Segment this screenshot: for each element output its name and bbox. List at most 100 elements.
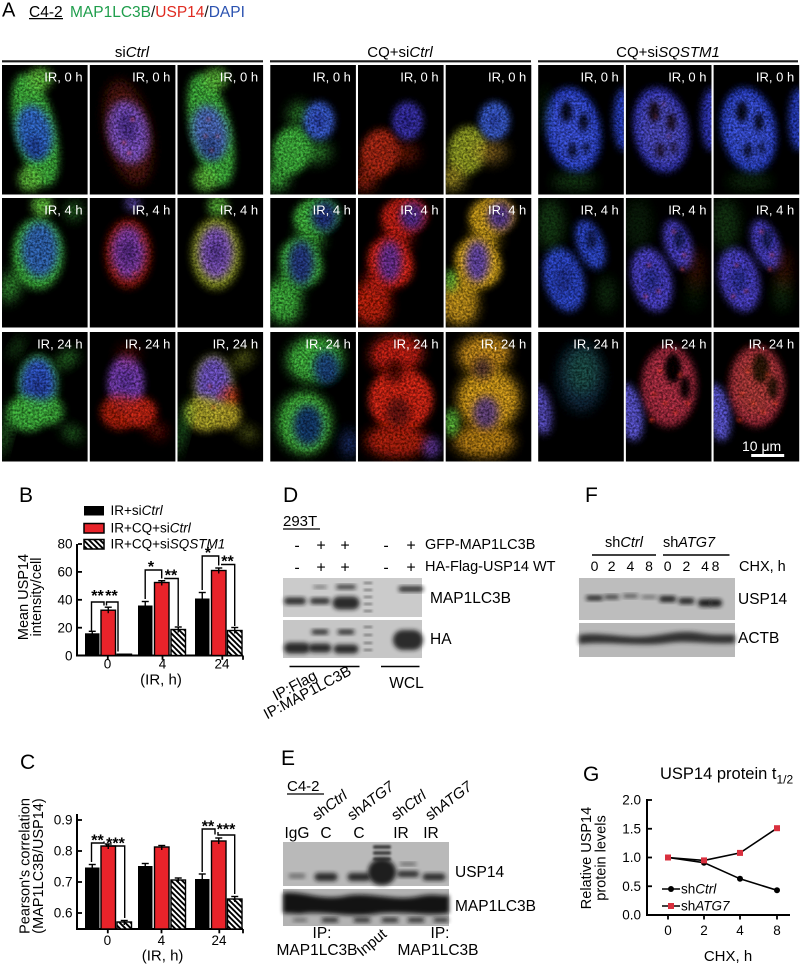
svg-text:GFP-MAP1LC3B: GFP-MAP1LC3B — [425, 537, 535, 553]
svg-text:0.8: 0.8 — [54, 844, 73, 859]
svg-text:IR, 4 h: IR, 4 h — [400, 203, 438, 218]
svg-text:-: - — [294, 538, 299, 555]
svg-text:*: * — [205, 545, 212, 562]
svg-text:Relative USP14: Relative USP14 — [579, 807, 595, 909]
svg-text:+: + — [316, 538, 325, 555]
svg-text:IR: IR — [423, 825, 439, 842]
svg-text:2: 2 — [683, 558, 691, 574]
svg-text:0: 0 — [104, 657, 112, 672]
svg-text:C: C — [353, 825, 364, 842]
svg-text:IR, 4 h: IR, 4 h — [220, 203, 258, 218]
svg-text:IR, 24 h: IR, 24 h — [37, 337, 83, 352]
svg-text:USP14: USP14 — [455, 864, 504, 881]
svg-text:IR, 24 h: IR, 24 h — [481, 337, 527, 352]
svg-text:IR, 0 h: IR, 0 h — [220, 70, 258, 85]
svg-text:CHX, h: CHX, h — [739, 559, 786, 575]
svg-text:IR+siCtrl: IR+siCtrl — [111, 503, 164, 518]
svg-text:*: * — [148, 559, 155, 576]
svg-text:F: F — [585, 484, 598, 507]
svg-text:0.7: 0.7 — [54, 875, 73, 890]
svg-text:80: 80 — [57, 537, 72, 552]
svg-text:USP14 protein t1/2: USP14 protein t1/2 — [660, 765, 793, 787]
svg-text:40: 40 — [57, 593, 72, 608]
svg-text:ACTB: ACTB — [738, 630, 779, 647]
svg-text:shCtrl: shCtrl — [681, 882, 717, 897]
svg-text:**: ** — [202, 819, 215, 836]
svg-text:0: 0 — [664, 558, 672, 574]
svg-text:A: A — [2, 0, 16, 22]
svg-text:8: 8 — [773, 923, 781, 938]
svg-text:4: 4 — [736, 923, 744, 938]
svg-text:WCL: WCL — [389, 675, 424, 692]
svg-text:20: 20 — [57, 620, 72, 635]
svg-text:IR, 4 h: IR, 4 h — [313, 203, 351, 218]
svg-text:IR, 0 h: IR, 0 h — [668, 70, 706, 85]
svg-text:IR, 24 h: IR, 24 h — [125, 337, 171, 352]
svg-text:C4-2: C4-2 — [287, 778, 320, 795]
svg-text:CHX, h: CHX, h — [704, 948, 752, 965]
svg-text:1.0: 1.0 — [622, 850, 641, 865]
svg-text:293T: 293T — [283, 513, 317, 530]
svg-text:IR, 24 h: IR, 24 h — [661, 337, 707, 352]
svg-text:0.5: 0.5 — [622, 879, 641, 894]
svg-text:IR, 24 h: IR, 24 h — [749, 337, 795, 352]
svg-text:intensity/cell: intensity/cell — [29, 558, 45, 637]
svg-text:IR, 4 h: IR, 4 h — [756, 203, 794, 218]
svg-text:IR, 0 h: IR, 0 h — [400, 70, 438, 85]
svg-text:0.6: 0.6 — [54, 906, 73, 921]
svg-text:**: ** — [221, 554, 234, 571]
svg-text:24: 24 — [211, 933, 227, 948]
svg-text:-: - — [294, 560, 299, 577]
svg-text:IP:: IP: — [431, 925, 450, 942]
svg-text:0: 0 — [65, 648, 73, 663]
svg-text:IR, 4 h: IR, 4 h — [488, 203, 526, 218]
svg-text:+: + — [340, 538, 349, 555]
svg-text:IR, 0 h: IR, 0 h — [44, 70, 82, 85]
svg-text:***: *** — [106, 836, 125, 853]
svg-text:1.5: 1.5 — [622, 821, 641, 836]
svg-text:D: D — [283, 484, 298, 507]
svg-text:IR, 0 h: IR, 0 h — [313, 70, 351, 85]
svg-text:-: - — [383, 538, 388, 555]
svg-text:IgG: IgG — [285, 825, 310, 842]
svg-text:4: 4 — [627, 558, 635, 574]
svg-text:4: 4 — [158, 933, 166, 948]
svg-text:24: 24 — [214, 657, 230, 672]
svg-text:IR, 0 h: IR, 0 h — [756, 70, 794, 85]
svg-text:E: E — [281, 747, 295, 770]
svg-text:HA-Flag-USP14 WT: HA-Flag-USP14 WT — [425, 559, 556, 575]
svg-text:B: B — [19, 484, 33, 507]
svg-text:IR: IR — [393, 825, 409, 842]
svg-text:siCtrl: siCtrl — [115, 44, 150, 61]
svg-text:0: 0 — [104, 933, 112, 948]
svg-text:HA: HA — [430, 631, 452, 648]
svg-text:0: 0 — [591, 558, 599, 574]
svg-text:0.9: 0.9 — [54, 813, 73, 828]
svg-text:8: 8 — [645, 558, 653, 574]
svg-text:IR, 24 h: IR, 24 h — [305, 337, 351, 352]
svg-text:Pearson's correlation: Pearson's correlation — [18, 798, 34, 934]
svg-text:Mean USP14: Mean USP14 — [16, 554, 32, 640]
svg-text:**: ** — [91, 588, 104, 605]
svg-text:2.0: 2.0 — [622, 793, 641, 808]
svg-text:shCtrl: shCtrl — [605, 535, 644, 551]
svg-text:IR+CQ+siCtrl: IR+CQ+siCtrl — [111, 521, 192, 536]
svg-text:CQ+siSQSTM1: CQ+siSQSTM1 — [616, 44, 720, 61]
svg-text:IR, 4 h: IR, 4 h — [668, 203, 706, 218]
svg-text:4: 4 — [701, 558, 709, 574]
svg-text:shATG7: shATG7 — [663, 535, 716, 551]
svg-text:MAP1LC3B: MAP1LC3B — [398, 942, 479, 959]
svg-text:C: C — [320, 825, 331, 842]
svg-text:C: C — [20, 751, 35, 774]
svg-text:***: *** — [217, 822, 236, 839]
svg-text:G: G — [583, 763, 599, 786]
svg-text:(IR, h): (IR, h) — [142, 948, 184, 965]
svg-text:IR, 4 h: IR, 4 h — [581, 203, 619, 218]
svg-text:MAP1LC3B: MAP1LC3B — [277, 942, 358, 959]
svg-text:2: 2 — [700, 923, 708, 938]
svg-text:IR, 4 h: IR, 4 h — [132, 203, 170, 218]
svg-text:USP14: USP14 — [738, 591, 787, 608]
svg-text:**: ** — [91, 833, 104, 850]
svg-text:2: 2 — [608, 558, 616, 574]
svg-text:IR, 0 h: IR, 0 h — [581, 70, 619, 85]
